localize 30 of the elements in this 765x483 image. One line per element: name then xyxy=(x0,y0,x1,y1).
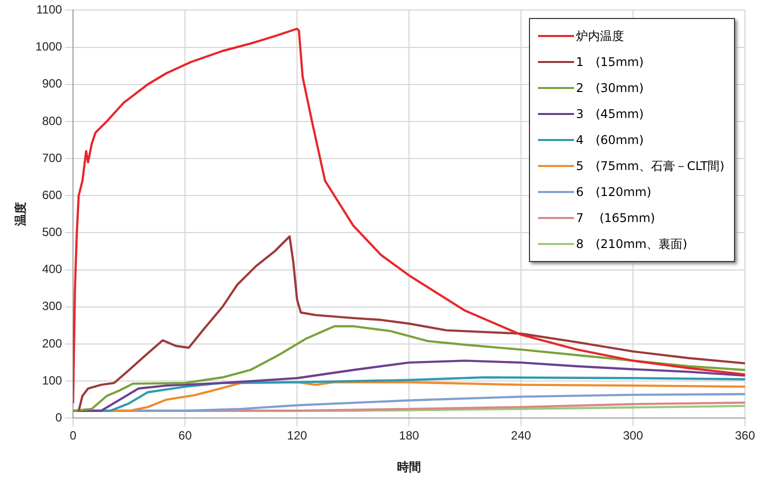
y-tick-label: 1000 xyxy=(35,40,62,54)
y-tick-label: 0 xyxy=(55,410,62,425)
x-axis-title: 時間 xyxy=(397,460,422,474)
y-tick-label: 200 xyxy=(42,336,62,350)
legend-label: 4 (60mm) xyxy=(576,132,644,149)
y-tick-label: 300 xyxy=(42,299,62,314)
y-tick-label: 700 xyxy=(42,150,62,165)
x-tick-label: 120 xyxy=(287,428,308,443)
x-tick-label: 300 xyxy=(623,428,644,443)
legend-label: 8 (210mm、裏面) xyxy=(576,236,688,253)
y-tick-label: 800 xyxy=(42,114,62,128)
legend-label: 1 (15mm) xyxy=(576,54,644,71)
y-tick-label: 1100 xyxy=(36,2,62,17)
y-tick-label: 500 xyxy=(42,225,62,240)
legend-label: 6 (120mm) xyxy=(576,184,652,201)
y-tick-label: 100 xyxy=(42,373,62,388)
legend-label: 3 (45mm) xyxy=(576,106,644,123)
x-tick-label: 180 xyxy=(399,428,420,443)
x-tick-label: 240 xyxy=(511,428,532,443)
y-tick-label: 600 xyxy=(42,188,62,202)
x-tick-label: 60 xyxy=(178,428,192,443)
y-tick-label: 400 xyxy=(42,262,62,276)
x-tick-label: 360 xyxy=(734,428,756,443)
legend-label: 2 (30mm) xyxy=(576,80,644,97)
y-tick-label: 900 xyxy=(42,76,62,91)
x-tick-label: 0 xyxy=(70,428,77,443)
legend-label: 炉内温度 xyxy=(576,28,624,45)
legend-label: 7 (165mm) xyxy=(576,210,656,227)
legend-label: 5 (75mm、石膏－CLT間) xyxy=(576,158,724,175)
y-axis-title: 温度 xyxy=(14,202,28,228)
